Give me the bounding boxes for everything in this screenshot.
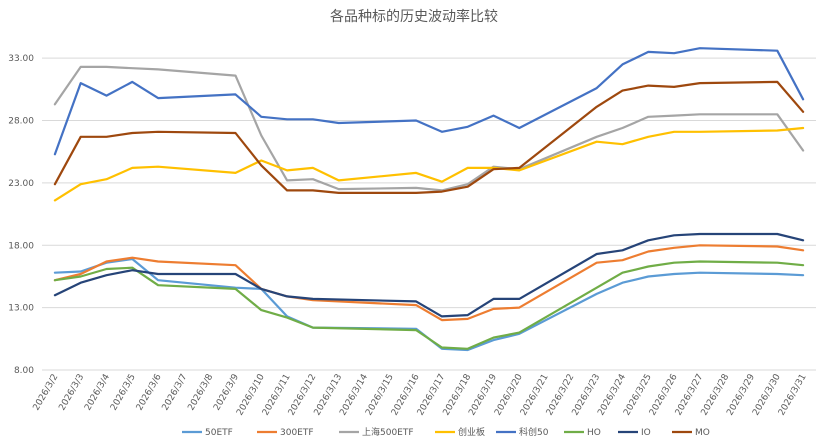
- x-tick-label: 2026/3/9: [212, 372, 241, 412]
- x-tick-label: 2026/3/5: [109, 373, 138, 413]
- series-line: [53, 80, 805, 194]
- legend-label: MO: [695, 428, 710, 438]
- legend-label: 上海500ETF: [362, 426, 414, 438]
- y-tick-label: 13.00: [8, 304, 34, 314]
- y-tick-label: 28.00: [8, 117, 34, 127]
- grid-layer: [42, 57, 816, 371]
- x-axis: 2026/3/22026/3/32026/3/42026/3/52026/3/6…: [32, 372, 809, 417]
- legend-label: IO: [641, 428, 651, 438]
- y-axis: 8.00 13.00 18.00 23.00 28.00 33.00: [8, 54, 34, 376]
- series-line: [53, 244, 805, 322]
- y-tick-label: 8.00: [14, 366, 34, 376]
- x-tick-label: 2026/3/2: [32, 373, 61, 413]
- series-line: [53, 257, 805, 352]
- y-tick-label: 23.00: [8, 179, 34, 189]
- series-line: [53, 126, 805, 202]
- legend: 50ETF 300ETF 上海500ETF 创业板 科创50 HO IO MO: [182, 426, 710, 438]
- series-layer: [53, 47, 805, 352]
- x-tick-label: 2026/3/6: [135, 372, 164, 412]
- x-tick-label: 2026/3/8: [186, 372, 215, 412]
- legend-label: 创业板: [458, 426, 485, 438]
- legend-label: 50ETF: [205, 428, 233, 438]
- series-line: [53, 47, 805, 156]
- legend-label: HO: [587, 428, 601, 438]
- y-tick-label: 18.00: [8, 241, 34, 251]
- series-line: [53, 65, 805, 192]
- series-line: [53, 232, 805, 318]
- x-tick-label: 2026/3/7: [161, 373, 190, 413]
- y-tick-label: 33.00: [8, 54, 34, 64]
- series-line: [53, 260, 805, 350]
- chart-title: 各品种标的历史波动率比较: [330, 9, 498, 25]
- legend-label: 300ETF: [280, 428, 314, 438]
- x-tick-label: 2026/3/3: [57, 373, 86, 413]
- x-tick-label: 2026/3/4: [83, 372, 112, 412]
- legend-label: 科创50: [519, 426, 549, 438]
